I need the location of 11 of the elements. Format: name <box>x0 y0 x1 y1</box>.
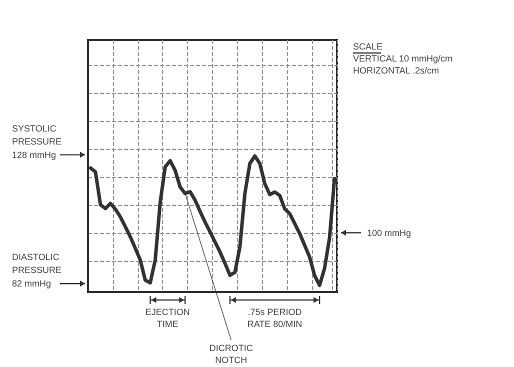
text: DIASTOLIC PRESSURE <box>12 252 62 276</box>
text: SCALE <box>353 42 383 52</box>
y-tick-label: 128 mmHg <box>12 150 56 160</box>
text: HORIZONTAL .2s/cm <box>353 66 440 76</box>
text: DICROTIC NOTCH <box>209 343 254 365</box>
text: SYSTOLIC PRESSURE <box>12 123 62 146</box>
text: EJECTION TIME <box>145 307 190 329</box>
text: .75s PERIOD RATE 80/MIN <box>247 307 302 329</box>
y-tick-label: 82 mmHg <box>12 278 52 289</box>
text: VERTICAL 10 mmHg/cm <box>353 54 453 64</box>
text: 100 mmHg <box>367 228 412 238</box>
